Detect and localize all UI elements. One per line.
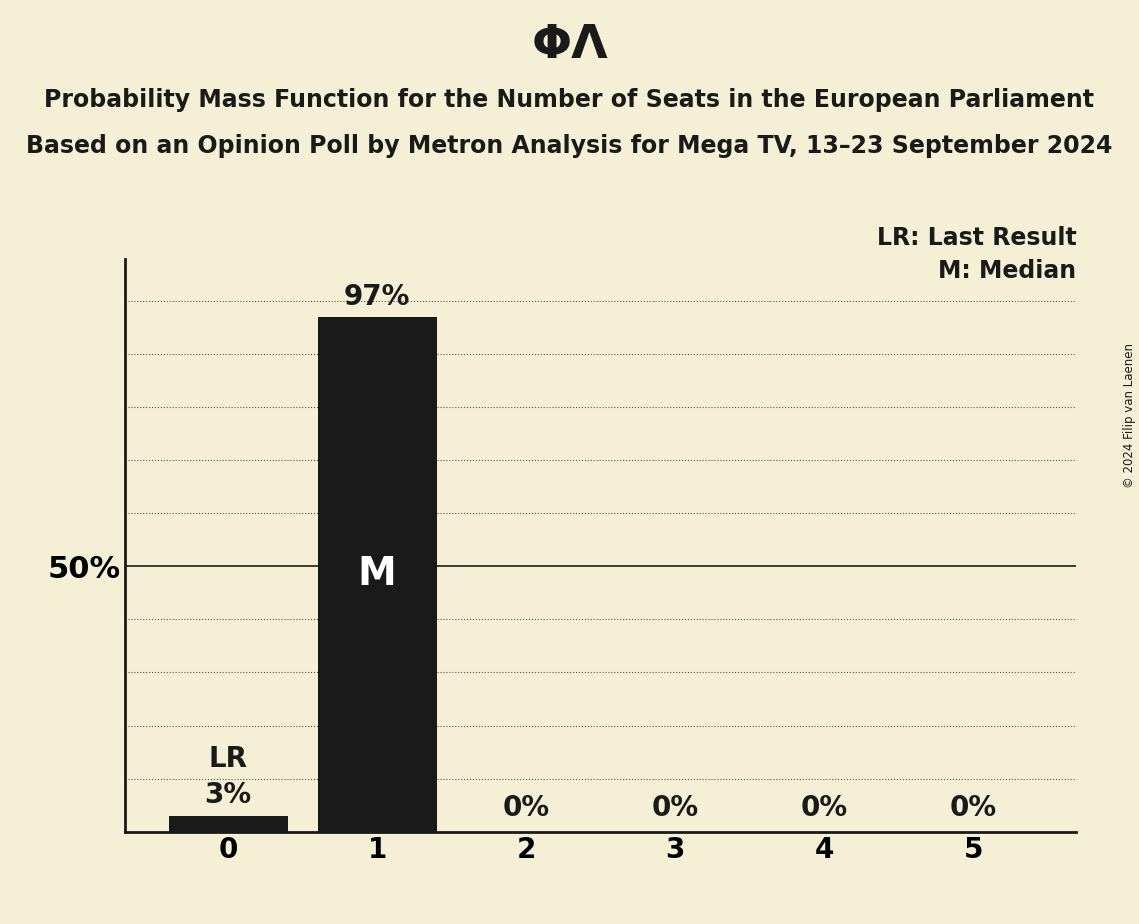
Text: 0%: 0% — [652, 794, 699, 822]
Bar — [169, 816, 288, 832]
Text: 97%: 97% — [344, 283, 410, 310]
Text: © 2024 Filip van Laenen: © 2024 Filip van Laenen — [1123, 344, 1137, 488]
Text: 0%: 0% — [950, 794, 997, 822]
Text: ΦΛ: ΦΛ — [531, 23, 608, 68]
Text: LR: LR — [208, 746, 247, 773]
Text: 3%: 3% — [205, 782, 252, 809]
Text: LR: Last Result: LR: Last Result — [877, 226, 1076, 250]
Text: M: M — [358, 555, 396, 593]
Text: Based on an Opinion Poll by Metron Analysis for Mega TV, 13–23 September 2024: Based on an Opinion Poll by Metron Analy… — [26, 134, 1113, 158]
Bar — [318, 317, 437, 832]
Text: 0%: 0% — [502, 794, 550, 822]
Text: 0%: 0% — [801, 794, 849, 822]
Text: M: Median: M: Median — [939, 259, 1076, 283]
Text: Probability Mass Function for the Number of Seats in the European Parliament: Probability Mass Function for the Number… — [44, 88, 1095, 112]
